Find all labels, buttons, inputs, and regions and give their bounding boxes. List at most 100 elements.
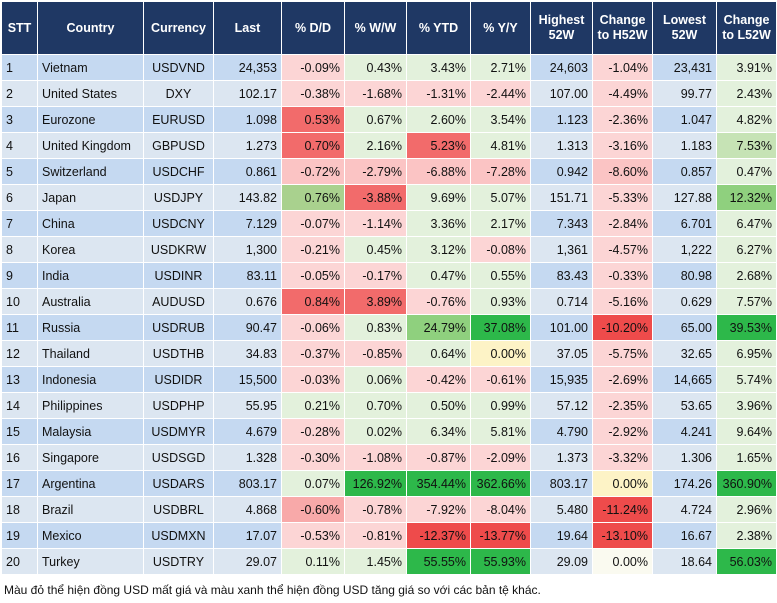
table-cell: 2.17% <box>470 210 531 237</box>
table-cell: USDCNY <box>143 210 214 237</box>
table-cell: 0.76% <box>281 184 345 211</box>
table-cell: 4.241 <box>652 418 717 445</box>
table-cell: 151.71 <box>530 184 593 211</box>
table-cell: 17.07 <box>213 522 282 549</box>
table-cell: 12.32% <box>716 184 777 211</box>
table-cell: USDIDR <box>143 366 214 393</box>
table-cell: 2.60% <box>406 106 471 133</box>
table-cell: 11 <box>1 314 38 341</box>
table-cell: USDJPY <box>143 184 214 211</box>
table-cell: 6.95% <box>716 340 777 367</box>
table-cell: 56.03% <box>716 548 777 575</box>
table-cell: 14 <box>1 392 38 419</box>
table-cell: -3.16% <box>592 132 653 159</box>
table-cell: 101.00 <box>530 314 593 341</box>
table-cell: 0.00% <box>592 470 653 497</box>
table-cell: 6.34% <box>406 418 471 445</box>
table-cell: 4.868 <box>213 496 282 523</box>
table-row: 2 United States DXY 102.17 -0.38% -1.68% -1.31… <box>1 80 777 107</box>
table-row: 11 Russia USDRUB 90.47 -0.06% 0.83% 24.79% 37.0… <box>1 314 777 341</box>
table-cell: 0.629 <box>652 288 717 315</box>
table-cell: 29.07 <box>213 548 282 575</box>
table-cell: -0.37% <box>281 340 345 367</box>
table-cell: -2.84% <box>592 210 653 237</box>
table-cell: 14,665 <box>652 366 717 393</box>
table-cell: 126.92% <box>344 470 407 497</box>
table-cell: 362.66% <box>470 470 531 497</box>
table-cell: -13.77% <box>470 522 531 549</box>
table-cell: 3.96% <box>716 392 777 419</box>
table-cell: 174.26 <box>652 470 717 497</box>
table-cell: 2.38% <box>716 522 777 549</box>
table-row: 17 Argentina USDARS 803.17 0.07% 126.92% 354.4… <box>1 470 777 497</box>
table-cell: GBPUSD <box>143 132 214 159</box>
table-cell: -4.57% <box>592 236 653 263</box>
table-cell: -0.61% <box>470 366 531 393</box>
table-cell: USDPHP <box>143 392 214 419</box>
table-cell: -0.09% <box>281 54 345 81</box>
table-cell: 5 <box>1 158 38 185</box>
table-cell: 90.47 <box>213 314 282 341</box>
table-cell: USDSGD <box>143 444 214 471</box>
table-cell: 9 <box>1 262 38 289</box>
table-cell: 4 <box>1 132 38 159</box>
column-header: % D/D <box>281 1 345 55</box>
table-cell: 65.00 <box>652 314 717 341</box>
column-header: Change to H52W <box>592 1 653 55</box>
table-cell: 83.43 <box>530 262 593 289</box>
table-cell: 7.129 <box>213 210 282 237</box>
table-cell: EURUSD <box>143 106 214 133</box>
column-header: STT <box>1 1 38 55</box>
table-cell: 24.79% <box>406 314 471 341</box>
table-cell: 1.306 <box>652 444 717 471</box>
table-cell: 3.43% <box>406 54 471 81</box>
table-cell: -3.32% <box>592 444 653 471</box>
table-cell: United Kingdom <box>37 132 144 159</box>
table-cell: -0.81% <box>344 522 407 549</box>
table-cell: 39.53% <box>716 314 777 341</box>
column-header: Country <box>37 1 144 55</box>
table-cell: 1,361 <box>530 236 593 263</box>
table-cell: 803.17 <box>530 470 593 497</box>
table-row: 12 Thailand USDTHB 34.83 -0.37% -0.85% 0.64% 0.… <box>1 340 777 367</box>
table-cell: 0.07% <box>281 470 345 497</box>
table-cell: -0.72% <box>281 158 345 185</box>
fx-table: STT Country Currency Last% D/D% W/W% YTD% Y… <box>1 1 777 575</box>
table-row: 1 Vietnam USDVND 24,353 -0.09% 0.43% 3.43% 2.71… <box>1 54 777 81</box>
table-cell: -0.38% <box>281 80 345 107</box>
table-cell: -0.53% <box>281 522 345 549</box>
table-cell: 15,935 <box>530 366 593 393</box>
table-cell: Singapore <box>37 444 144 471</box>
table-cell: Mexico <box>37 522 144 549</box>
table-cell: 107.00 <box>530 80 593 107</box>
table-cell: 1.123 <box>530 106 593 133</box>
table-cell: 1,222 <box>652 236 717 263</box>
table-cell: 0.11% <box>281 548 345 575</box>
table-cell: 803.17 <box>213 470 282 497</box>
table-cell: 5.23% <box>406 132 471 159</box>
table-cell: 24,353 <box>213 54 282 81</box>
table-cell: 5.07% <box>470 184 531 211</box>
table-row: 18 Brazil USDBRL 4.868 -0.60% -0.78% -7.92% -8.… <box>1 496 777 523</box>
table-cell: Turkey <box>37 548 144 575</box>
table-cell: 0.84% <box>281 288 345 315</box>
table-cell: 15 <box>1 418 38 445</box>
table-row: 10 Australia AUDUSD 0.676 0.84% 3.89% -0.76% 0.… <box>1 288 777 315</box>
table-row: 20 Turkey USDTRY 29.07 0.11% 1.45% 55.55% 55.93… <box>1 548 777 575</box>
table-cell: 127.88 <box>652 184 717 211</box>
table-cell: -1.68% <box>344 80 407 107</box>
table-cell: 9.69% <box>406 184 471 211</box>
table-cell: -0.17% <box>344 262 407 289</box>
table-cell: 18.64 <box>652 548 717 575</box>
table-row: 5 Switzerland USDCHF 0.861 -0.72% -2.79% -6.88… <box>1 158 777 185</box>
table-cell: USDKRW <box>143 236 214 263</box>
table-cell: 2.16% <box>344 132 407 159</box>
table-cell: 3.89% <box>344 288 407 315</box>
table-cell: USDVND <box>143 54 214 81</box>
table-cell: United States <box>37 80 144 107</box>
table-cell: 360.90% <box>716 470 777 497</box>
table-cell: -1.04% <box>592 54 653 81</box>
table-cell: 0.00% <box>470 340 531 367</box>
table-cell: 0.64% <box>406 340 471 367</box>
